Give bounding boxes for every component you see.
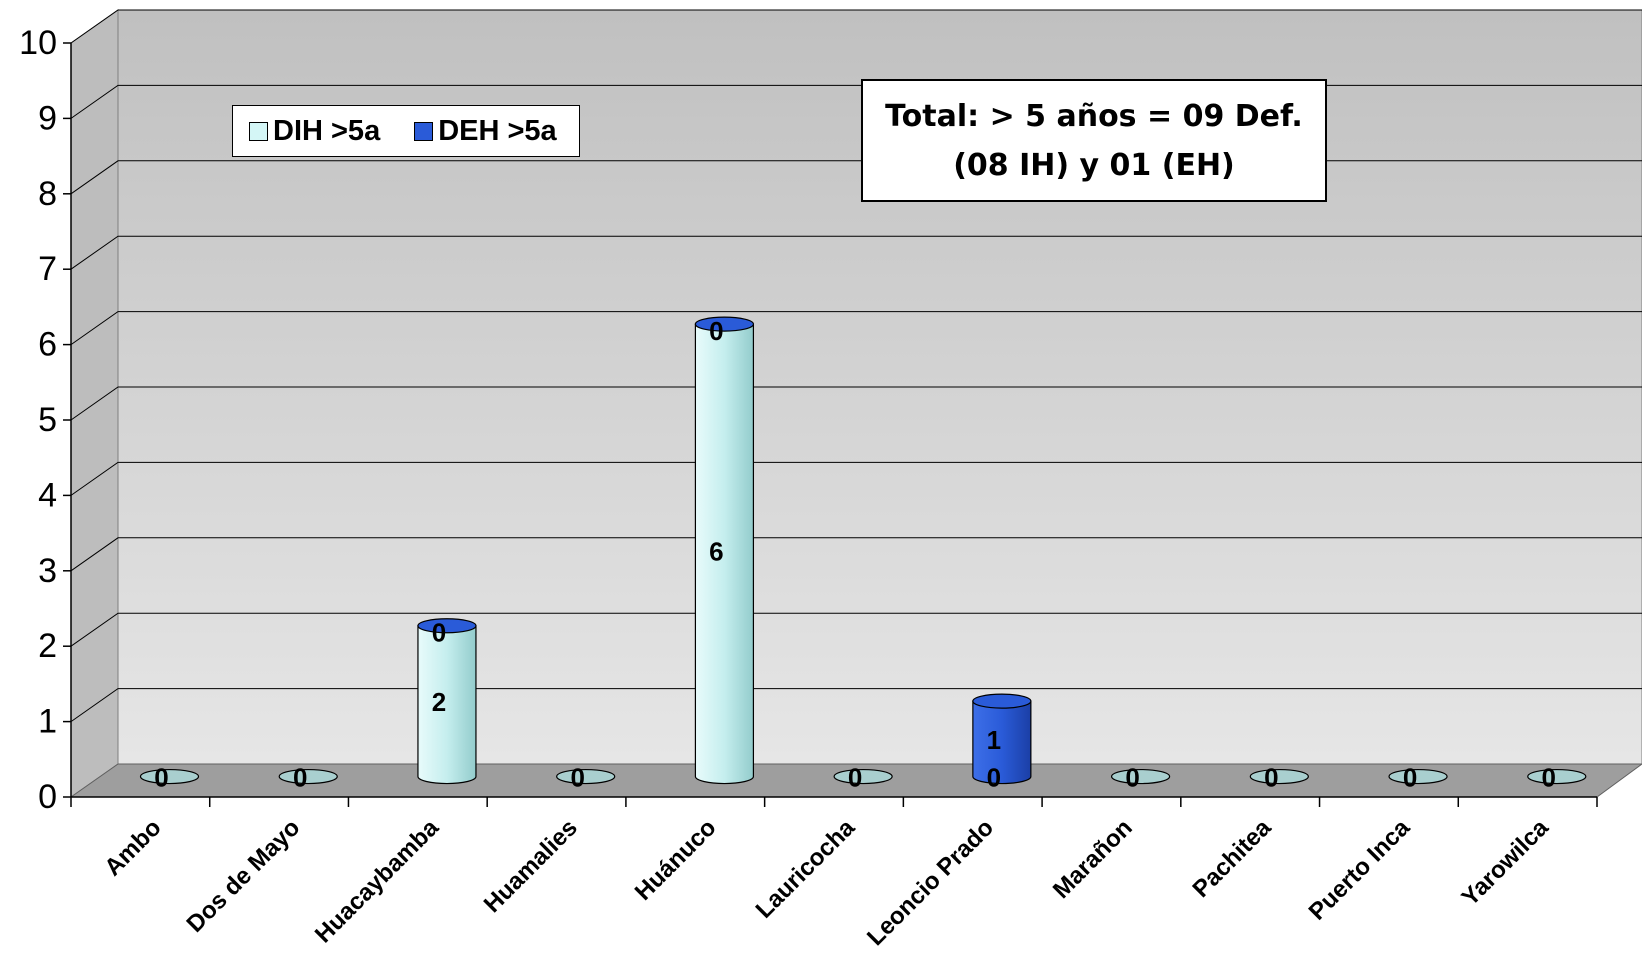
bar-cap-mara-on: [1110, 768, 1171, 785]
bar-cap-huamalies: [556, 768, 616, 785]
y-tick-label: 8: [38, 175, 57, 213]
label-dih-hu-nuco: 6: [709, 536, 723, 566]
x-tick-label: Yarowilca: [1456, 814, 1554, 912]
data-labels: 0 0 2 0 0 6 0 0 0 1 0 0 0 0: [154, 316, 1556, 792]
label-dih-huacaybamba: 2: [432, 687, 446, 717]
label-dih-mara-on: 0: [1125, 763, 1139, 793]
x-tick-label: Puerto Inca: [1304, 814, 1416, 926]
y-tick-label: 9: [38, 99, 57, 137]
x-tick-label: Huamalies: [479, 814, 583, 918]
x-tick-label: Huánuco: [630, 814, 722, 906]
legend: DIH >5a DEH >5a: [232, 105, 580, 157]
bar-cap-huacaybamba: [417, 618, 477, 634]
x-tick-label: Leoncio Prado: [862, 814, 999, 951]
bar-cap-hu-nuco: [694, 316, 755, 332]
y-tick-label: 6: [38, 326, 57, 364]
bar-deh-leoncio-prado: [972, 700, 1032, 785]
y-tick-label: 7: [38, 250, 57, 288]
gridline: [70, 235, 1642, 270]
bars: [139, 316, 1587, 785]
x-tick-label: Dos de Mayo: [182, 814, 306, 938]
gridline: [70, 311, 1642, 346]
y-tick-label: 3: [38, 552, 57, 590]
label-dih-lauricocha: 0: [848, 763, 862, 793]
label-dih-puerto-inca: 0: [1403, 763, 1417, 793]
x-tick-label: Marañon: [1048, 814, 1138, 904]
gridlines: [70, 9, 1642, 723]
bar-cap-ambo: [139, 768, 200, 785]
y-tick-label: 1: [38, 703, 57, 741]
label-dih-huamalies: 0: [570, 763, 584, 793]
x-tick-label: Huacaybamba: [310, 814, 445, 949]
label-dih-dos-de-mayo: 0: [293, 763, 307, 793]
bar-dih-huacaybamba: [417, 625, 477, 785]
legend-item-dih: DIH >5a: [249, 115, 380, 148]
gridline: [70, 688, 1642, 723]
legend-swatch-deh: [414, 121, 434, 141]
y-tick-label: 2: [38, 627, 57, 665]
label-deh-huacaybamba: 0: [432, 618, 446, 648]
bar-cap-yarowilca: [1527, 768, 1587, 785]
label-dih-leoncio-prado: 0: [987, 763, 1001, 793]
gridline: [70, 612, 1642, 647]
bar-cap-leoncio-prado: [972, 693, 1032, 709]
gridline: [70, 9, 1642, 44]
legend-label-deh: DEH >5a: [438, 114, 557, 147]
gridline: [70, 386, 1642, 421]
annotation-line-2: (08 IH) y 01 (EH): [953, 147, 1235, 183]
y-tick-label: 0: [38, 778, 57, 816]
bar-dih-hu-nuco: [694, 323, 755, 785]
total-annotation: Total: > 5 años = 09 Def. (08 IH) y 01 (…: [861, 79, 1327, 202]
y-tick-label: 10: [19, 24, 57, 62]
x-tick-label: Pachitea: [1188, 814, 1277, 903]
annotation-line-1: Total: > 5 años = 09 Def.: [885, 98, 1303, 134]
legend-item-deh: DEH >5a: [414, 114, 557, 148]
x-tick-label: Ambo: [99, 814, 166, 881]
bar-cap-lauricocha: [833, 768, 893, 785]
label-deh-hu-nuco: 0: [709, 316, 723, 346]
bar-cap-dos-de-mayo: [278, 768, 338, 785]
label-dih-pachitea: 0: [1264, 763, 1278, 793]
y-tick-label: 4: [38, 476, 57, 514]
gridline: [70, 461, 1642, 496]
label-deh-leoncio-prado: 1: [987, 725, 1001, 755]
label-dih-yarowilca: 0: [1542, 763, 1556, 793]
bar-cap-pachitea: [1249, 768, 1309, 785]
y-tick-label: 5: [38, 401, 57, 439]
x-tick-label: Lauricocha: [751, 814, 861, 924]
gridline: [70, 537, 1642, 572]
label-dih-ambo: 0: [154, 763, 168, 793]
legend-label-dih: DIH >5a: [273, 114, 381, 147]
legend-swatch-dih: [249, 121, 268, 141]
bar-cap-puerto-inca: [1388, 768, 1448, 785]
